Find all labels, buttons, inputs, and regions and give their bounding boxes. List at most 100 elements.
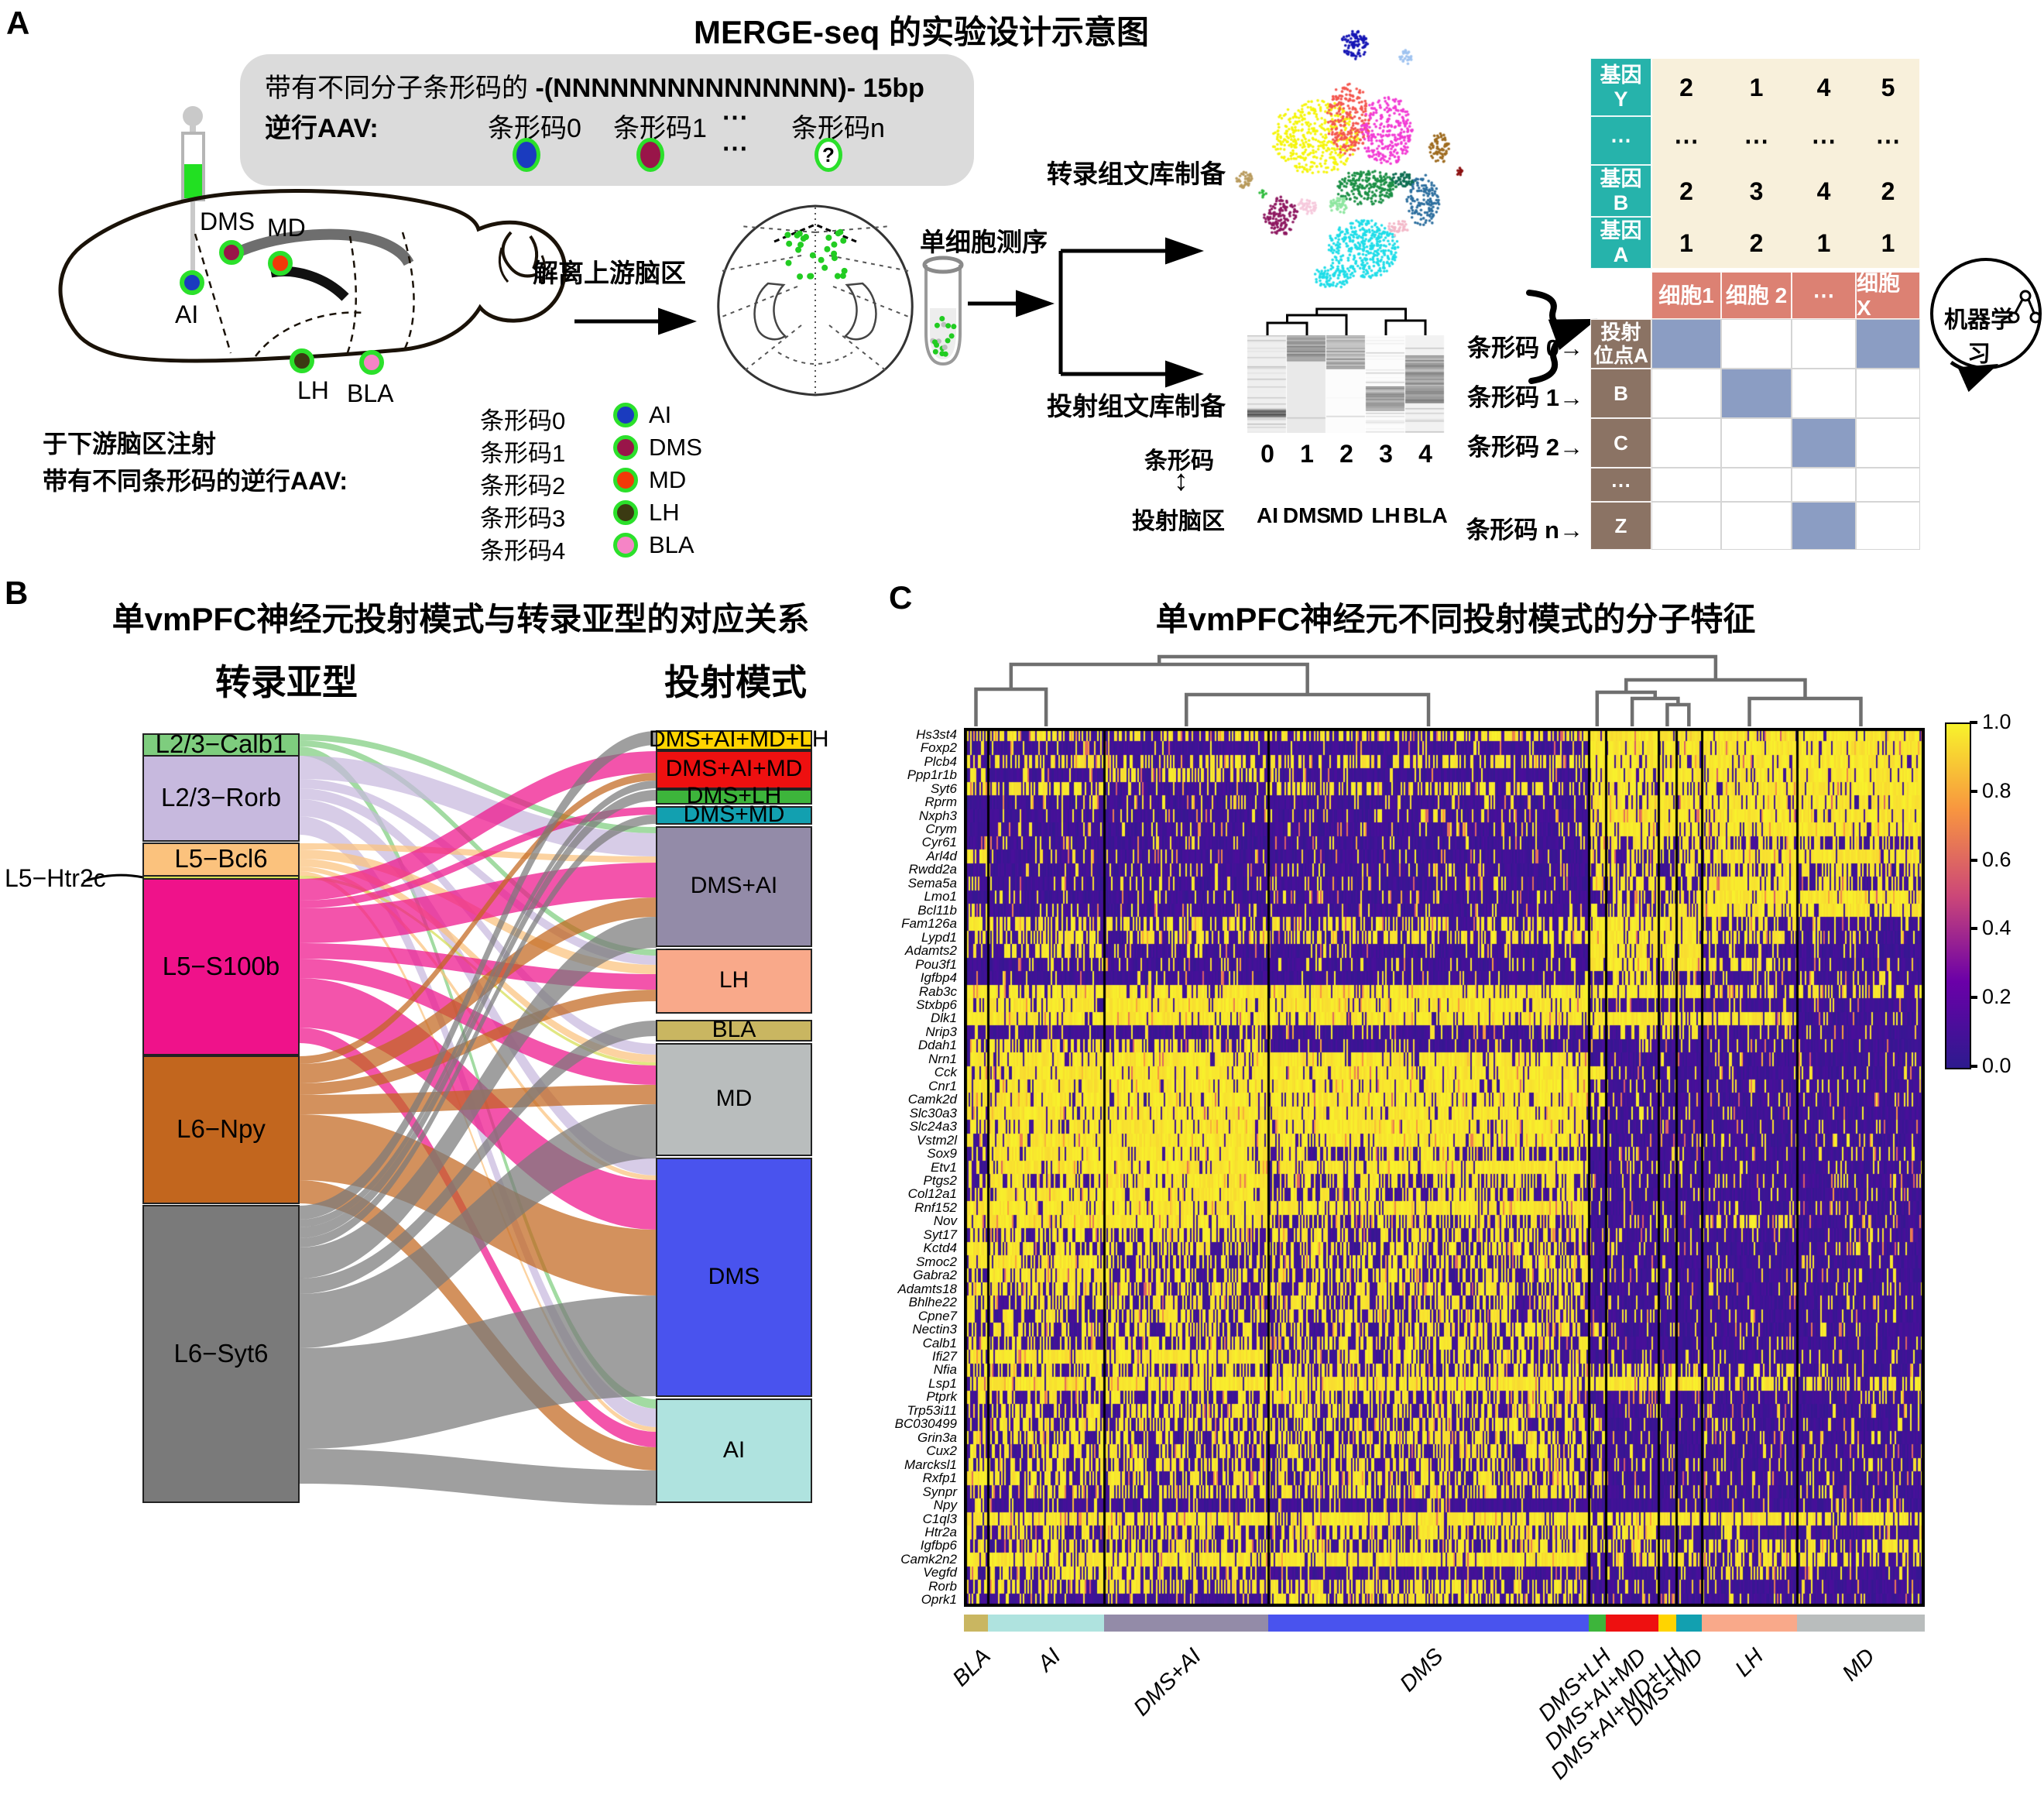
inject-note-2: 带有不同条形码的逆行AAV: [43,467,348,495]
gene-label-Lsp1: Lsp1 [928,1375,957,1391]
gene-count-3-1: 2 [1749,228,1764,257]
gene-count-2-2: 4 [1816,177,1831,205]
sankey-link [299,781,657,1227]
sankey-right-label-5: LH [718,967,749,993]
sankey-link [299,773,657,1064]
sankey-left-node-0 [142,733,300,757]
sankey-left-label-5: L6−Npy [177,1114,266,1143]
sankey-left-node-1 [142,755,300,842]
legend-region-MD: MD [649,466,687,493]
barcode-axis-label: 条形码 [1144,448,1214,474]
cb-tickmark-0.2 [1970,996,1977,1000]
barcode-col-3: 3 [1379,440,1393,468]
gene-label-Crym: Crym [925,821,957,836]
gene-count-0-2: 4 [1816,73,1831,101]
barcode-arrow-2: 条形码 2→ [1467,434,1583,461]
gene-label-Marcksl1: Marcksl1 [904,1457,957,1472]
legend-region-LH: LH [649,499,680,526]
panel-a-title: MERGE-seq 的实验设计示意图 [693,14,1150,50]
gene-label-Nov: Nov [933,1213,957,1229]
sankey-link [299,790,657,1238]
sankey-left-label-2: L5−Bcl6 [174,844,268,873]
site-label-LH: LH [297,376,329,404]
sankey-right-label-9: AI [722,1436,746,1463]
sankey-link [299,897,657,1083]
cluster-bar-DMS [1268,1615,1589,1632]
sankey-link [299,746,657,1409]
gene-label-Gabra2: Gabra2 [913,1268,957,1283]
gene-label-Synpr: Synpr [922,1484,957,1499]
gene-label-Lypd1: Lypd1 [921,929,957,945]
lib-projection-label: 投射组文库制备 [1047,392,1226,420]
lib-transcriptome-label: 转录组文库制备 [1047,160,1226,188]
barcode1-label: 条形码1 [613,114,707,143]
cb-ticklabel-1.0: 1.0 [1982,710,2011,733]
gene-label-Grin3a: Grin3a [917,1429,957,1445]
gene-label-Camk2n2: Camk2n2 [900,1551,957,1567]
ml-label: 机器学习 [1944,307,2014,367]
legend-dot-LH [613,500,638,525]
gene-label-Cux2: Cux2 [926,1443,957,1459]
expression-heatmap [964,728,1925,1607]
projection-region-axis-label: 投射脑区 [1132,509,1225,534]
proj-cell-0-2 [1792,319,1856,369]
gene-label-Nfia: Nfia [933,1362,957,1378]
gene-label-Adamts18: Adamts18 [897,1281,957,1296]
barcode-arrow-0: 条形码 0→ [1467,335,1583,362]
gene-label-Ifi27: Ifi27 [931,1348,957,1364]
gene-label-Oprk1: Oprk1 [921,1592,957,1608]
syringe-icon [181,106,205,277]
gene-label-Rprm: Rprm [924,794,957,810]
sankey-right-node-1 [656,750,812,789]
region-col-LH: LH [1371,503,1401,527]
gene-label-Kctd4: Kctd4 [923,1241,957,1256]
proj-cell-1-3 [1856,369,1920,418]
gene-label-Pou3f1: Pou3f1 [915,956,957,972]
proj-cell-2-3 [1856,418,1920,468]
legend-barcode-4: 条形码4 [480,537,566,565]
gene-label-Vstm2l: Vstm2l [917,1132,957,1148]
site-dot-MD [268,251,293,276]
panel-b-title: 单vmPFC神经元投射模式与转录亚型的对应关系 [111,601,810,637]
gene-label-Nectin3: Nectin3 [912,1322,957,1337]
sankey-link [299,756,657,856]
cb-ticklabel-0.6: 0.6 [1982,847,2011,871]
gene-label-Ptprk: Ptprk [926,1389,957,1405]
heatmap-dendrogram [974,654,1863,726]
htr2c-pointer-line [83,873,144,883]
gene-label-Syt17: Syt17 [923,1227,957,1242]
gene-label-Sox9: Sox9 [927,1146,957,1162]
sankey-right-node-3 [656,806,812,825]
dot-ellipsis: ⋯ [722,134,748,163]
gene-count-1-2: ⋯ [1811,126,1837,155]
gene-label-Ddah1: Ddah1 [917,1038,957,1053]
machine-learning-icon [1930,258,2042,393]
region-col-BLA: BLA [1403,503,1448,527]
gene-label-Rnf152: Rnf152 [914,1199,957,1215]
gene-label-Calb1: Calb1 [922,1335,957,1350]
sankey-right-node-8 [656,1158,812,1397]
sankey-right-label-8: DMS [708,1263,760,1289]
gene-label-Nrn1: Nrn1 [928,1051,957,1066]
proj-row-label-3: ⋯ [1590,468,1651,502]
legend-region-BLA: BLA [649,531,694,558]
gene-label-Rab3c: Rab3c [918,983,957,999]
proj-cell-1-0 [1651,369,1721,418]
barcode-col-2: 2 [1339,440,1353,468]
gene-label-Hs3st4: Hs3st4 [916,726,957,742]
inject-note-1: 于下游脑区注射 [43,430,217,458]
barcoden-dot: ? [815,138,842,172]
updown-arrow: ↕ [1174,465,1188,497]
cluster-bar-AI [988,1615,1105,1632]
proj-cell-4-3 [1856,502,1920,550]
barcode-ellipsis: ⋯ [722,103,748,132]
legend-barcode-2: 条形码2 [480,472,566,499]
legend-region-DMS: DMS [649,434,702,461]
proj-cell-0-0 [1651,319,1721,369]
gene-label-Rorb: Rorb [928,1578,957,1594]
sankey-link [299,959,657,1085]
cluster-bar-MD [1796,1615,1925,1632]
sankey-link [299,1449,657,1505]
sankey-left-header: 转录亚型 [215,662,358,702]
